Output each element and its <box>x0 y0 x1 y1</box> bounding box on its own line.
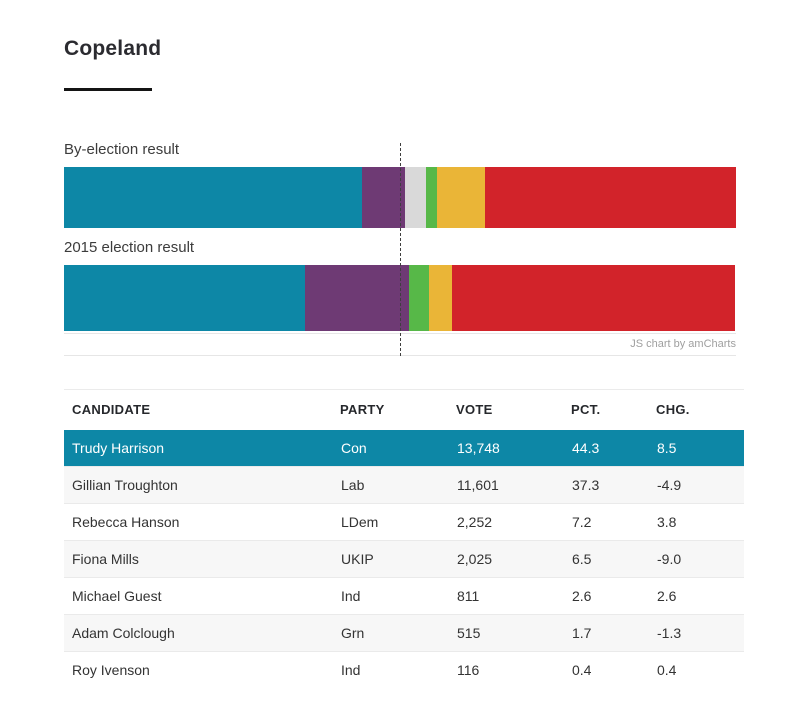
cell-candidate: Fiona Mills <box>64 540 340 578</box>
bar-segment-lab[interactable] <box>485 167 736 228</box>
bar-label: By-election result <box>64 141 180 158</box>
by-election-result-bar <box>64 167 736 228</box>
bar-label: 2015 election result <box>64 239 195 256</box>
cell-chg: 0.4 <box>656 651 744 688</box>
table-row: Michael Guest Ind 811 2.6 2.6 <box>64 577 744 615</box>
cell-chg: -1.3 <box>656 614 744 652</box>
bar-segment-lab[interactable] <box>451 265 736 331</box>
cell-candidate: Roy Ivenson <box>64 651 340 688</box>
column-header-party: PARTY <box>340 402 385 417</box>
table-row: Gillian Troughton Lab 11,601 37.3 -4.9 <box>64 466 744 504</box>
page-title: Copeland <box>64 37 162 60</box>
results-table-body: Trudy Harrison Con 13,748 44.3 8.5 Gillian Tr… <box>64 430 744 688</box>
cell-party: Ind <box>340 651 456 688</box>
cell-party: LDem <box>340 503 456 541</box>
previous-election-result-bar <box>64 265 736 331</box>
cell-candidate: Michael Guest <box>64 577 340 615</box>
table-row-winner: Trudy Harrison Con 13,748 44.3 8.5 <box>64 430 744 467</box>
cell-vote: 515 <box>456 614 571 652</box>
cell-pct: 2.6 <box>571 577 656 615</box>
cell-pct: 44.3 <box>571 430 656 467</box>
table-row: Adam Colclough Grn 515 1.7 -1.3 <box>64 614 744 652</box>
amcharts-attribution: JS chart by amCharts <box>630 338 736 350</box>
cell-vote: 13,748 <box>456 430 571 467</box>
cell-candidate: Rebecca Hanson <box>64 503 340 541</box>
bar-segment-con[interactable] <box>64 167 362 228</box>
table-row: Fiona Mills UKIP 2,025 6.5 -9.0 <box>64 540 744 578</box>
cell-party: Con <box>340 430 456 467</box>
cell-vote: 811 <box>456 577 571 615</box>
cell-chg: 3.8 <box>656 503 744 541</box>
cell-vote: 116 <box>456 651 571 688</box>
election-results-chart: By-election result 2015 election result J… <box>64 141 736 356</box>
bar-segment-ldem[interactable] <box>428 265 452 331</box>
bar-segment-con[interactable] <box>64 265 305 331</box>
stacked-bars-area: By-election result 2015 election result <box>64 141 736 331</box>
cell-pct: 37.3 <box>571 466 656 504</box>
fifty-percent-reference-line <box>400 143 401 356</box>
title-underline <box>64 88 152 91</box>
cell-vote: 2,252 <box>456 503 571 541</box>
header-row: CANDIDATE PARTY VOTE PCT. CHG. <box>64 390 744 431</box>
column-header-vote: VOTE <box>456 402 493 417</box>
cell-chg: -9.0 <box>656 540 744 578</box>
bar-segment-grn[interactable] <box>425 167 437 228</box>
cell-party: Grn <box>340 614 456 652</box>
results-table-header: CANDIDATE PARTY VOTE PCT. CHG. <box>64 390 744 431</box>
cell-chg: 8.5 <box>656 430 744 467</box>
cell-candidate: Adam Colclough <box>64 614 340 652</box>
cell-vote: 2,025 <box>456 540 571 578</box>
column-header-pct: PCT. <box>571 402 601 417</box>
cell-candidate: Trudy Harrison <box>64 430 340 467</box>
cell-candidate: Gillian Troughton <box>64 466 340 504</box>
bar-segment-grn[interactable] <box>408 265 429 331</box>
column-header-chg: CHG. <box>656 402 690 417</box>
page: Copeland By-election result 2015 election… <box>64 37 744 688</box>
bar-segment-ldem[interactable] <box>436 167 486 228</box>
cell-party: Ind <box>340 577 456 615</box>
cell-chg: -4.9 <box>656 466 744 504</box>
cell-party: UKIP <box>340 540 456 578</box>
cell-pct: 1.7 <box>571 614 656 652</box>
cell-pct: 0.4 <box>571 651 656 688</box>
bar-segment-ind[interactable] <box>405 167 426 228</box>
cell-pct: 6.5 <box>571 540 656 578</box>
table-row: Rebecca Hanson LDem 2,252 7.2 3.8 <box>64 503 744 541</box>
results-table: CANDIDATE PARTY VOTE PCT. CHG. Trudy Harriso… <box>64 389 744 688</box>
cell-party: Lab <box>340 466 456 504</box>
cell-chg: 2.6 <box>656 577 744 615</box>
cell-vote: 11,601 <box>456 466 571 504</box>
column-header-candidate: CANDIDATE <box>72 402 151 417</box>
table-row: Roy Ivenson Ind 116 0.4 0.4 <box>64 651 744 688</box>
bar-segment-ukip[interactable] <box>304 265 409 331</box>
bar-segment-ukip[interactable] <box>361 167 406 228</box>
cell-pct: 7.2 <box>571 503 656 541</box>
